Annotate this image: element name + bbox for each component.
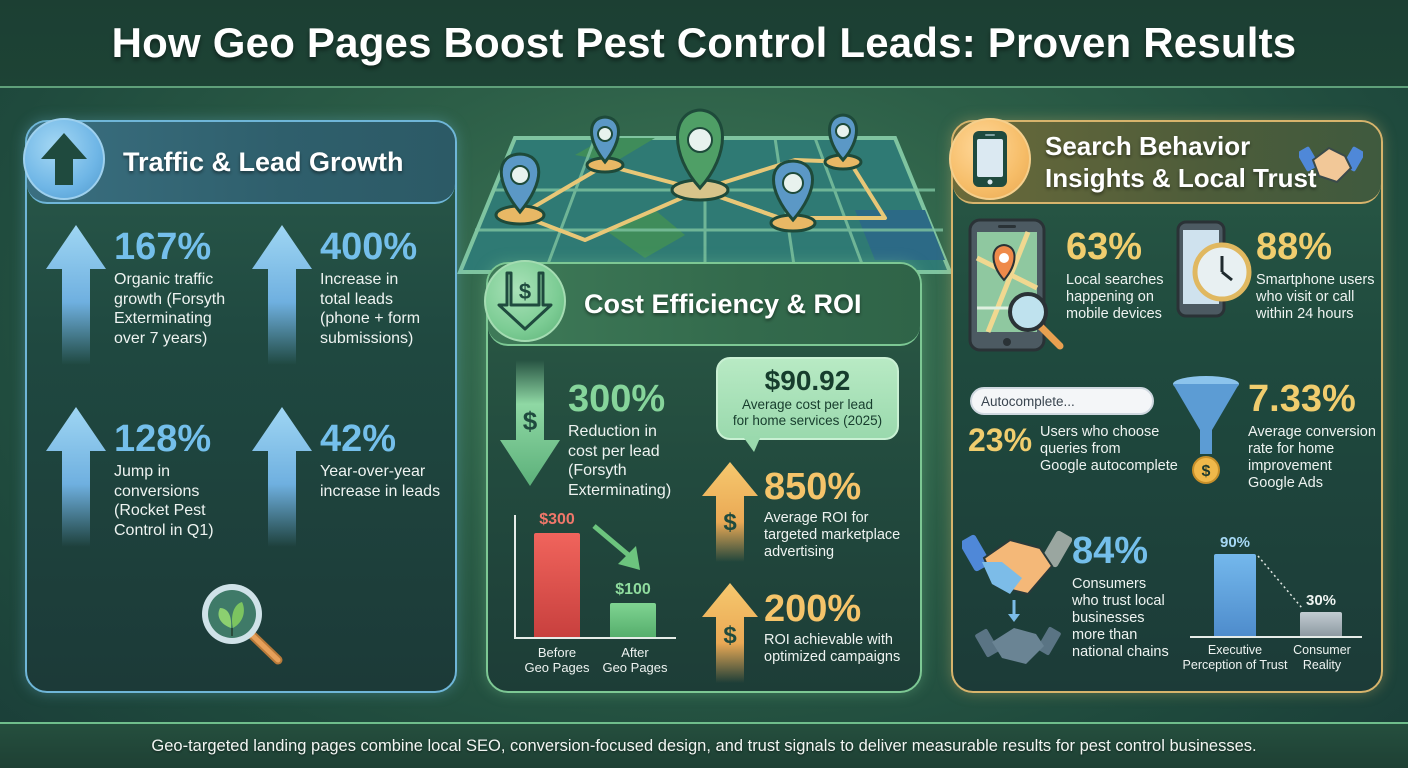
trend-down-arrow-icon bbox=[592, 524, 640, 570]
dotted-trend-line bbox=[1257, 555, 1303, 609]
magnifier-leaf-icon bbox=[202, 584, 283, 665]
handshake-icon bbox=[1299, 146, 1363, 184]
svg-text:$: $ bbox=[523, 406, 538, 436]
dollar-up-arrow-icon: $ bbox=[702, 583, 758, 683]
header: How Geo Pages Boost Pest Control Leads: … bbox=[0, 0, 1408, 88]
bar-before bbox=[534, 533, 580, 637]
bar-executive-perception bbox=[1214, 554, 1256, 636]
traffic-panel-header: Traffic & Lead Growth bbox=[23, 118, 455, 204]
smartphone-icon bbox=[949, 118, 1031, 200]
up-arrow-icon bbox=[252, 225, 312, 365]
cost-panel-header: $ Cost Efficiency & ROI bbox=[484, 260, 920, 346]
avg-cost-callout: $90.92 Average cost per lead for home se… bbox=[716, 357, 899, 452]
svg-text:$: $ bbox=[723, 622, 737, 649]
autocomplete-input[interactable] bbox=[972, 393, 1152, 409]
cost-panel-title: Cost Efficiency & ROI bbox=[584, 288, 862, 319]
up-arrow-icon bbox=[23, 118, 105, 200]
map-illustration bbox=[457, 108, 953, 274]
bar-consumer-reality bbox=[1300, 612, 1342, 636]
cost-per-lead-chart: $300 $100 Before Geo Pages After Geo Pages bbox=[514, 511, 679, 675]
funnel-dollar-icon: $ bbox=[1173, 376, 1239, 484]
handshake-trust-icon bbox=[962, 530, 1072, 664]
map-pins bbox=[494, 108, 863, 233]
search-panel-title: Search Behavior Insights & Local Trust bbox=[1045, 131, 1317, 193]
bar-after bbox=[610, 603, 656, 637]
search-panel-header: Search Behavior Insights & Local Trust bbox=[949, 118, 1381, 204]
svg-text:$: $ bbox=[723, 509, 737, 536]
up-arrow-icon bbox=[46, 407, 106, 547]
dollar-down-arrow-icon: $ bbox=[500, 360, 560, 486]
up-arrow-icon bbox=[46, 225, 106, 365]
footer-text: Geo-targeted landing pages combine local… bbox=[151, 736, 1257, 755]
up-arrow-icon bbox=[252, 407, 312, 547]
svg-text:$: $ bbox=[519, 279, 531, 304]
dollar-down-arrow-icon: $ bbox=[484, 260, 566, 342]
autocomplete-search-box[interactable] bbox=[970, 387, 1154, 415]
footer: Geo-targeted landing pages combine local… bbox=[0, 722, 1408, 768]
trust-perception-chart: 90% 30% Executive Perception of Trust Con… bbox=[1183, 530, 1370, 675]
page-title: How Geo Pages Boost Pest Control Leads: … bbox=[111, 19, 1297, 66]
svg-text:$: $ bbox=[1202, 463, 1211, 480]
dollar-up-arrow-icon: $ bbox=[702, 462, 758, 562]
phone-clock-icon bbox=[1176, 220, 1252, 318]
phone-map-search-icon bbox=[968, 218, 1064, 352]
traffic-panel-title: Traffic & Lead Growth bbox=[123, 146, 404, 177]
